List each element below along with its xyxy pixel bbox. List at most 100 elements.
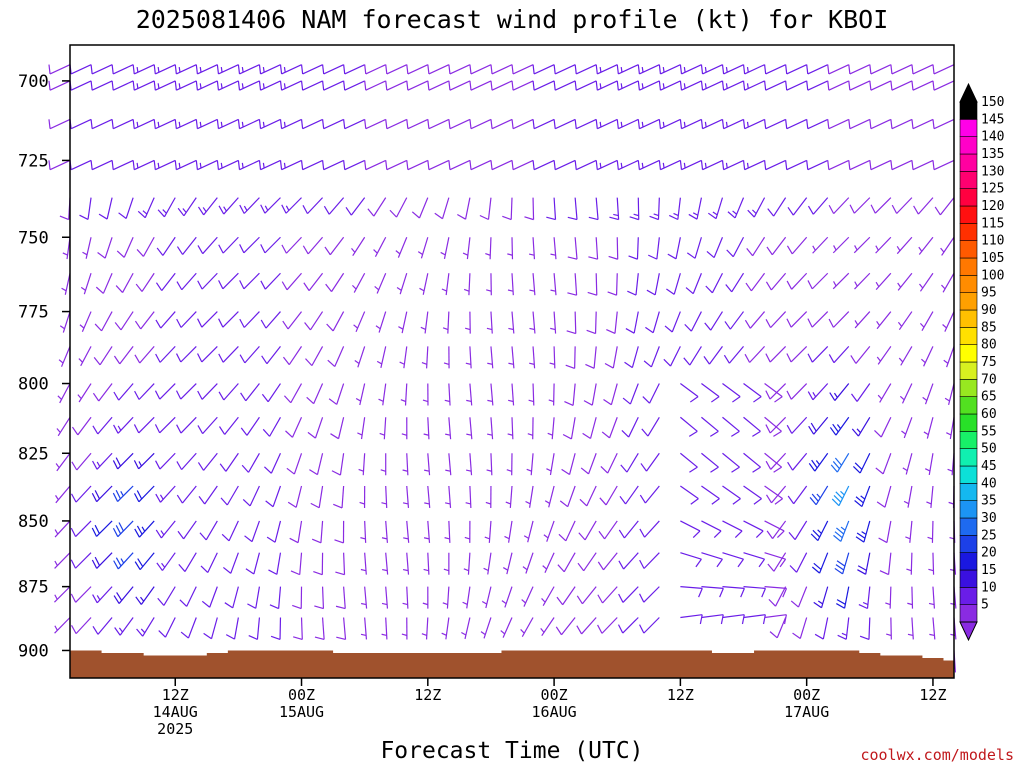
wind-barb [639, 520, 660, 538]
wind-barb-full [133, 460, 140, 470]
wind-barb-full [490, 160, 493, 170]
wind-barb-staff [125, 197, 134, 219]
wind-barb [886, 617, 892, 640]
wind-barb [111, 159, 134, 171]
wind-barb-full [763, 64, 767, 75]
wind-barb [766, 520, 787, 539]
wind-barb [827, 64, 850, 75]
wind-barb-full [618, 529, 625, 539]
wind-barb-full [311, 538, 322, 544]
wind-barb [595, 64, 618, 75]
wind-barb [597, 617, 618, 634]
wind-barb [566, 311, 577, 335]
wind-barb-full [302, 245, 309, 255]
wind-barb-staff [445, 273, 450, 296]
wind-barb [891, 197, 913, 214]
wind-barb [680, 520, 701, 538]
wind-barb-full [553, 160, 556, 170]
wind-barb [71, 452, 92, 471]
wind-barb-full [603, 398, 612, 406]
wind-barb-full [218, 244, 224, 254]
wind-barb-half [928, 568, 934, 572]
wind-barb-half [440, 251, 446, 256]
wind-barb-full [115, 457, 122, 467]
wind-barb-full [645, 326, 654, 334]
color-legend-label: 130 [981, 164, 1004, 179]
wind-barb-staff [490, 383, 494, 406]
wind-barb-staff [511, 346, 515, 369]
wind-barb-staff [385, 586, 389, 609]
wind-barb-half [402, 502, 409, 505]
wind-barb-half [417, 251, 423, 255]
wind-barb-half [395, 250, 401, 255]
wind-barb-half [841, 632, 847, 636]
wind-barb [385, 80, 408, 91]
wind-barb [258, 159, 281, 171]
wind-barb-full [90, 80, 93, 91]
wind-barb-staff [246, 416, 260, 436]
wind-barb [559, 485, 576, 508]
wind-barb [300, 64, 323, 75]
wind-barb-staff [909, 520, 913, 543]
wind-barb [69, 64, 92, 75]
wind-barb-half [381, 633, 387, 637]
wind-barb-full [266, 536, 276, 543]
wind-barb-staff [181, 485, 197, 504]
wind-barb [924, 453, 934, 476]
wind-barb-staff [365, 118, 386, 130]
wind-barb [600, 453, 618, 474]
wind-barb-staff [701, 614, 724, 619]
wind-barb-staff [427, 520, 431, 543]
wind-barb-full [765, 353, 771, 363]
wind-barb-half [464, 327, 471, 331]
wind-barb-full [300, 119, 304, 129]
wind-barb [269, 586, 282, 610]
wind-barb-staff [155, 118, 176, 130]
wind-barb [546, 453, 555, 476]
wind-barb-full [763, 119, 767, 129]
wind-barb [618, 586, 639, 603]
wind-barb-staff [614, 311, 618, 334]
wind-barb-full [133, 424, 140, 434]
wind-barb [92, 452, 113, 470]
wind-barb-staff [276, 552, 282, 575]
wind-barb-full [457, 213, 466, 220]
wind-barb [260, 197, 281, 214]
wind-barb [396, 273, 408, 295]
wind-barb [304, 311, 324, 331]
wind-barb-staff [75, 520, 92, 538]
wind-barb [97, 237, 113, 259]
wind-barb-staff [385, 617, 388, 640]
wind-barb-half [398, 326, 404, 330]
wind-barb [921, 346, 934, 367]
wind-barb [282, 346, 303, 366]
wind-barb-half [860, 495, 866, 500]
wind-barb [281, 197, 302, 214]
wind-barb-staff [365, 80, 386, 91]
wind-barb [80, 273, 92, 295]
wind-barb-staff [302, 159, 323, 171]
wind-barb-staff [833, 311, 850, 328]
wind-barb [314, 617, 325, 641]
wind-barb-staff [274, 520, 282, 543]
color-legend-swatch [959, 240, 978, 259]
wind-barb-staff [352, 236, 366, 257]
wind-barb [77, 383, 92, 403]
wind-barb [331, 453, 345, 476]
wind-barb-staff [155, 80, 176, 91]
wind-barb-full [556, 596, 564, 606]
wind-barb-full [932, 119, 935, 129]
wind-barb-staff [159, 383, 176, 400]
wind-barb-full [343, 80, 346, 91]
wind-barb-half [466, 433, 472, 436]
wind-barb-half [500, 630, 506, 635]
wind-barb [507, 237, 514, 260]
wind-barb-full [448, 80, 451, 91]
wind-barb [427, 159, 450, 171]
wind-barb-full [70, 527, 77, 537]
wind-barb [948, 485, 955, 509]
wind-barb [642, 383, 660, 404]
wind-barb-half [486, 469, 492, 472]
wind-barb [700, 64, 723, 75]
wind-barb-staff [876, 311, 892, 330]
